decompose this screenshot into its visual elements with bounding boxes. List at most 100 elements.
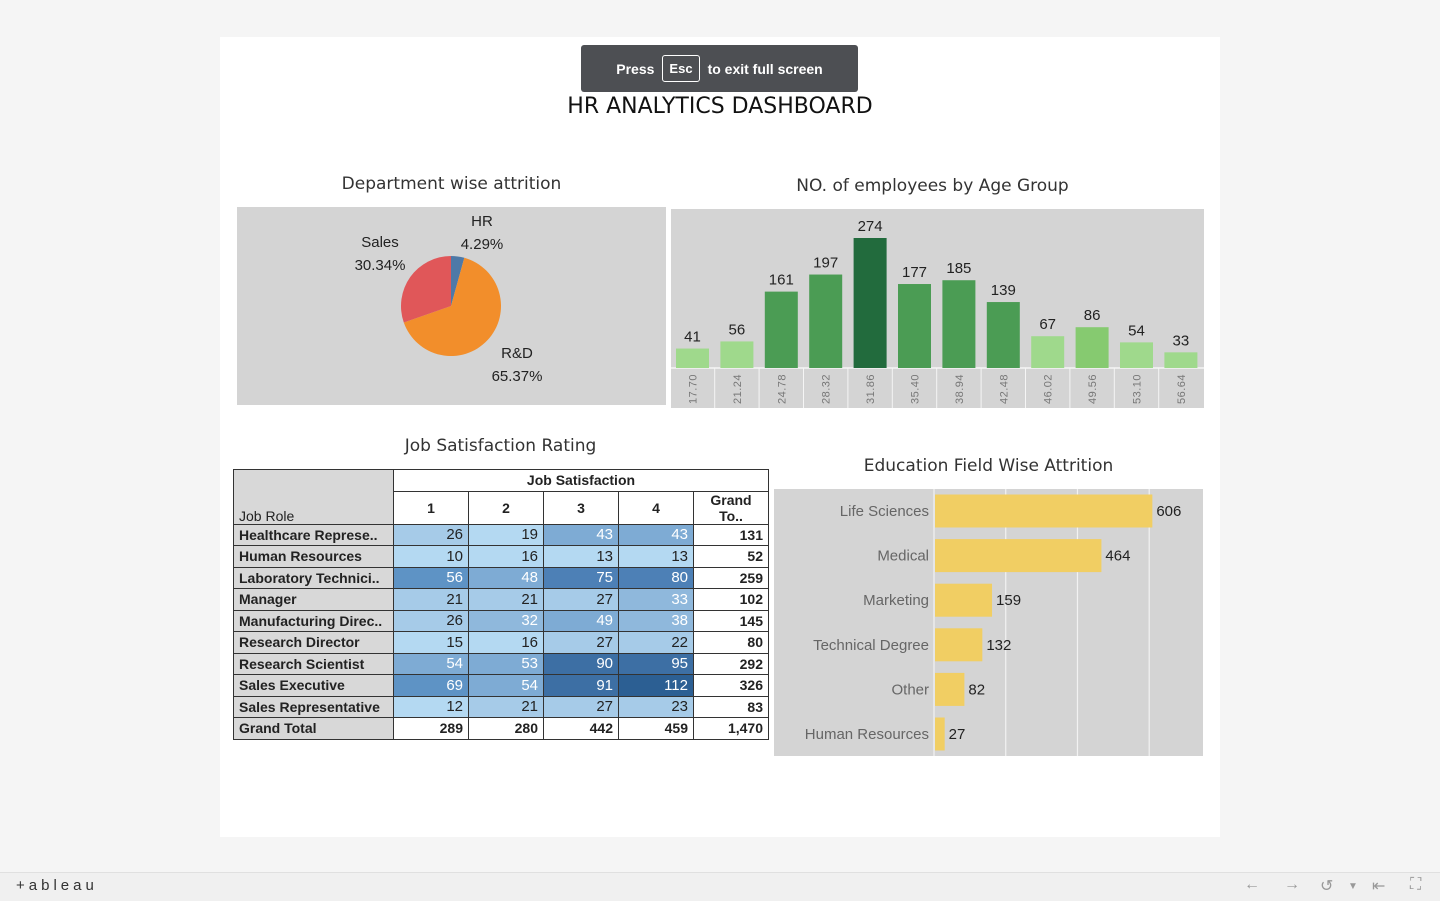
table-cell: 95	[618, 652, 694, 675]
table-cell: 21	[468, 695, 544, 718]
age-bar-value: 86	[1084, 307, 1101, 324]
column-header: 3	[543, 490, 619, 525]
edu-category-label: Life Sciences	[840, 503, 929, 520]
table-title: Job Satisfaction Rating	[404, 436, 597, 456]
age-bar-value: 54	[1128, 322, 1145, 339]
age-bar[interactable]	[853, 238, 887, 368]
row-grand-total: 326	[693, 674, 769, 697]
table-cell: 53	[468, 652, 544, 675]
edu-bar[interactable]	[935, 583, 993, 617]
age-bar-value: 185	[946, 260, 971, 277]
row-grand-total: 259	[693, 566, 769, 589]
esc-key-badge: Esc	[662, 55, 700, 82]
row-grand-total: 102	[693, 588, 769, 611]
redo-icon[interactable]: →	[1284, 876, 1300, 893]
edu-bar-value: 82	[968, 681, 985, 698]
pie-label-value: 4.29%	[461, 236, 504, 253]
age-tick-label: 24.78	[776, 374, 788, 404]
edu-bar[interactable]	[935, 717, 945, 751]
pie-label-value: 30.34%	[355, 257, 406, 274]
table-cell: 19	[468, 523, 544, 546]
age-bar-value: 177	[902, 264, 927, 281]
edu-bar[interactable]	[935, 672, 965, 706]
age-bar[interactable]	[1075, 327, 1109, 368]
age-bar-value: 197	[813, 255, 838, 272]
age-group-panel: 41 17.70 56 21.24 161 24.78 197 28.32 274 31.86 17…	[671, 209, 1204, 408]
age-bar[interactable]	[986, 302, 1020, 368]
edu-plot-area	[934, 489, 1203, 756]
age-bar[interactable]	[898, 284, 931, 368]
edu-bar[interactable]	[935, 494, 1153, 528]
age-bar-value: 33	[1173, 332, 1190, 349]
age-bar[interactable]	[720, 341, 754, 368]
edu-bar-value: 132	[986, 637, 1011, 654]
table-cell: 13	[618, 545, 694, 568]
age-tick-label: 53.10	[1132, 374, 1144, 404]
table-cell: 22	[618, 631, 694, 654]
fullscreen-icon[interactable]: ⛶	[1410, 876, 1422, 893]
age-tick-label: 28.32	[821, 374, 833, 404]
exit-fullscreen-banner[interactable]: Press Esc to exit full screen	[581, 45, 858, 92]
table-cell: 12	[393, 695, 469, 718]
edu-bar-value: 464	[1105, 548, 1130, 565]
table-cell: 26	[393, 523, 469, 546]
table-row: Laboratory Technici.. 56 48 75 80 259	[233, 566, 769, 589]
table-cell: 43	[543, 523, 619, 546]
table-cell: 32	[468, 609, 544, 632]
table-cell: 54	[468, 674, 544, 697]
row-header-label: Job Role	[233, 469, 394, 525]
table-cell: 43	[618, 523, 694, 546]
age-chart-title: NO. of employees by Age Group	[796, 176, 1069, 196]
age-bar[interactable]	[809, 274, 843, 368]
department-attrition-panel: Sales 30.34% R&D 65.37% HR 4.29%	[237, 207, 666, 405]
dashboard-title: HR ANALYTICS DASHBOARD	[567, 94, 873, 119]
table-cell: 75	[543, 566, 619, 589]
row-grand-total: 83	[693, 695, 769, 718]
age-bar[interactable]	[942, 280, 976, 368]
column-grand-total: 1,470	[693, 717, 769, 740]
edu-bar[interactable]	[935, 539, 1102, 573]
column-grand-total: 459	[618, 717, 694, 740]
table-row: Manufacturing Direc.. 26 32 49 38 145	[233, 609, 769, 632]
table-cell: 48	[468, 566, 544, 589]
table-cell: 23	[618, 695, 694, 718]
row-label: Manufacturing Direc..	[233, 609, 394, 632]
age-bar[interactable]	[1164, 352, 1198, 368]
row-label: Sales Executive	[233, 674, 394, 697]
pie-label-name: HR	[471, 213, 493, 230]
column-grand-total: 289	[393, 717, 469, 740]
dropdown-icon[interactable]: ▼	[1348, 881, 1358, 892]
age-bar[interactable]	[1031, 336, 1065, 368]
pie-label-value: 65.37%	[492, 368, 543, 385]
column-header: Grand To..	[693, 490, 769, 525]
table-cell: 21	[468, 588, 544, 611]
age-bar[interactable]	[1120, 342, 1153, 368]
pie-slice-rd[interactable]	[403, 257, 501, 356]
revert-icon[interactable]: ↺	[1320, 878, 1334, 895]
table-cell: 16	[468, 545, 544, 568]
edu-category-label: Marketing	[863, 592, 929, 609]
age-tick-label: 49.56	[1087, 374, 1099, 404]
pie-slice-hr[interactable]	[451, 256, 465, 306]
undo-icon[interactable]: ←	[1244, 876, 1260, 893]
table-cell: 38	[618, 609, 694, 632]
edu-bar[interactable]	[935, 628, 983, 662]
banner-message: to exit full screen	[707, 60, 823, 77]
age-bar[interactable]	[676, 348, 709, 368]
table-cell: 90	[543, 652, 619, 675]
edu-category-label: Technical Degree	[813, 637, 929, 654]
age-bar-value: 274	[858, 218, 883, 235]
row-grand-total: 52	[693, 545, 769, 568]
grand-total-row: Grand Total 289 280 442 459 1,470	[233, 717, 769, 740]
pie-slice-sales[interactable]	[401, 256, 451, 323]
edu-category-label: Other	[891, 681, 929, 698]
age-bar[interactable]	[764, 291, 798, 368]
age-tick-label: 31.86	[865, 374, 877, 404]
first-page-icon[interactable]: ⇤	[1372, 878, 1386, 895]
row-label: Grand Total	[233, 717, 394, 740]
table-cell: 80	[618, 566, 694, 589]
table-cell: 49	[543, 609, 619, 632]
edu-category-label: Human Resources	[805, 726, 929, 743]
column-header: 2	[468, 490, 544, 525]
age-bar-value: 41	[684, 329, 701, 346]
